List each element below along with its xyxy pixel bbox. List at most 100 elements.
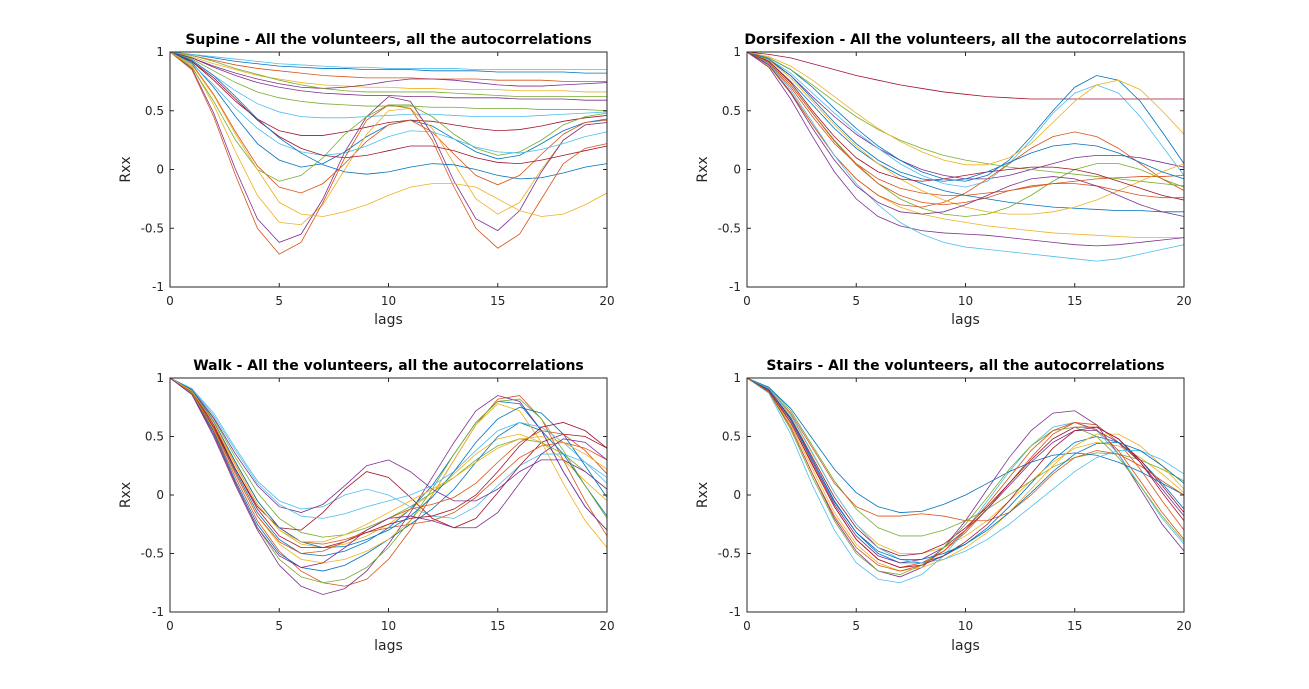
dorsifexion-y-axis-label: Rxx: [695, 156, 711, 182]
stairs-y-tick-label: 1: [733, 371, 741, 385]
walk-x-tick-label: 10: [381, 619, 396, 633]
walk-y-tick-label: -1: [152, 605, 164, 619]
stairs-x-tick-label: 20: [1176, 619, 1191, 633]
dorsifexion-series-line-18: [746, 51, 1185, 217]
supine-y-tick-label: 1: [156, 45, 164, 59]
walk-y-axis-label: Rxx: [118, 482, 134, 508]
supine-series-line-4: [169, 51, 607, 101]
dorsifexion-series-line-8: [746, 51, 1185, 182]
stairs-x-tick-label: 15: [1067, 619, 1082, 633]
supine-series-line-13: [169, 51, 608, 156]
dorsifexion-x-tick-label: 0: [743, 294, 751, 308]
dorsifexion-series-line-17: [746, 51, 1185, 166]
dorsifexion-y-tick-label: 0.5: [722, 104, 741, 118]
supine-series-line-20: [169, 51, 607, 71]
walk-series-line-17: [169, 377, 608, 543]
walk-series-lines: [169, 377, 608, 595]
dorsifexion-series-line-9: [746, 51, 1185, 208]
subplot-walk: 0 5 10 15 20 1 0.5 0 -0.5 -1 Walk - All the volun…: [118, 358, 615, 654]
dorsifexion-chart-title: Dorsifexion - All the volunteers, all th…: [744, 32, 1186, 48]
supine-series-line-19: [169, 51, 607, 98]
supine-x-axis-label: lags: [374, 312, 403, 328]
stairs-y-tick-label: -1: [729, 605, 741, 619]
dorsifexion-y-tick-label: -1: [729, 280, 741, 294]
supine-ticks: 0 5 10 15 20 1 0.5 0 -0.5 -1: [141, 45, 615, 308]
stairs-y-tick-label: 0: [733, 488, 741, 502]
stairs-series-line-16: [746, 377, 1185, 572]
walk-series-line-18: [169, 377, 608, 568]
dorsifexion-y-tick-label: 0: [733, 163, 741, 177]
walk-x-tick-label: 5: [275, 619, 283, 633]
dorsifexion-y-tick-label: -0.5: [718, 221, 741, 235]
supine-series-line-7: [169, 51, 608, 136]
walk-series-line-14: [169, 377, 608, 549]
dorsifexion-series-line-13: [746, 51, 1185, 262]
supine-y-axis-label: Rxx: [118, 156, 134, 182]
stairs-x-axis-label: lags: [951, 638, 980, 654]
supine-series-line-1: [169, 51, 607, 74]
supine-y-tick-label: 0: [156, 163, 164, 177]
stairs-series-line-8: [746, 377, 1185, 513]
supine-series-line-11: [169, 51, 608, 243]
dorsifexion-y-tick-label: 1: [733, 45, 741, 59]
supine-series-line-6: [169, 51, 608, 119]
walk-series-line-13: [169, 377, 608, 519]
walk-y-tick-label: -0.5: [141, 547, 164, 561]
walk-x-axis-label: lags: [374, 638, 403, 654]
walk-x-tick-label: 15: [490, 619, 505, 633]
supine-series-line-16: [169, 51, 608, 255]
supine-x-tick-label: 15: [490, 294, 505, 308]
dorsifexion-series-line-12: [746, 51, 1185, 187]
walk-series-line-6: [169, 377, 608, 519]
supine-series-line-10: [169, 51, 608, 226]
dorsifexion-x-tick-label: 15: [1067, 294, 1082, 308]
dorsifexion-series-line-14: [746, 51, 1185, 201]
dorsifexion-series-line-6: [746, 51, 1185, 188]
dorsifexion-x-tick-label: 10: [958, 294, 973, 308]
stairs-x-tick-label: 0: [743, 619, 751, 633]
supine-y-tick-label: -0.5: [141, 221, 164, 235]
stairs-y-tick-label: 0.5: [722, 430, 741, 444]
dorsifexion-x-axis-label: lags: [951, 312, 980, 328]
walk-y-tick-label: 0.5: [145, 430, 164, 444]
supine-x-tick-label: 0: [166, 294, 174, 308]
dorsifexion-series-line-16: [746, 51, 1184, 206]
stairs-series-line-12: [746, 377, 1185, 575]
supine-x-tick-label: 20: [599, 294, 614, 308]
walk-series-line-4: [169, 377, 608, 595]
stairs-ticks: 0 5 10 15 20 1 0.5 0 -0.5 -1: [718, 371, 1192, 633]
supine-series-line-17: [169, 51, 608, 217]
dorsifexion-x-tick-label: 20: [1176, 294, 1191, 308]
supine-series-line-14: [169, 51, 608, 165]
stairs-x-tick-label: 10: [958, 619, 973, 633]
stairs-y-axis-label: Rxx: [695, 482, 711, 508]
supine-series-lines: [169, 51, 608, 255]
dorsifexion-x-tick-label: 5: [852, 294, 860, 308]
subplot-dorsifexion: 0 5 10 15 20 1 0.5 0 -0.5 -1 Dorsifexion - All th…: [695, 32, 1192, 328]
dorsifexion-ticks: 0 5 10 15 20 1 0.5 0 -0.5 -1: [718, 45, 1192, 308]
walk-y-tick-label: 0: [156, 488, 164, 502]
walk-series-line-15: [169, 377, 608, 549]
supine-chart-title: Supine - All the volunteers, all the aut…: [185, 32, 591, 48]
stairs-series-line-15: [746, 377, 1185, 560]
stairs-series-line-13: [746, 377, 1185, 564]
subplot-stairs: 0 5 10 15 20 1 0.5 0 -0.5 -1 Stairs - All the vol…: [695, 358, 1192, 654]
walk-ticks: 0 5 10 15 20 1 0.5 0 -0.5 -1: [141, 371, 615, 633]
supine-x-tick-label: 5: [275, 294, 283, 308]
subplot-supine: 0 5 10 15 20 1 0.5 0 -0.5 -1 Supine - All the vol…: [118, 32, 615, 328]
supine-x-tick-label: 10: [381, 294, 396, 308]
supine-series-line-18: [169, 51, 608, 89]
dorsifexion-series-line-7: [746, 51, 1184, 100]
dorsifexion-series-line-11: [746, 51, 1185, 247]
supine-series-line-2: [169, 51, 607, 82]
walk-y-tick-label: 1: [156, 371, 164, 385]
stairs-chart-title: Stairs - All the volunteers, all the aut…: [766, 358, 1164, 374]
dorsifexion-series-lines: [746, 51, 1185, 262]
supine-series-line-5: [169, 51, 608, 112]
walk-chart-title: Walk - All the volunteers, all the autoc…: [193, 358, 584, 374]
dorsifexion-series-line-10: [746, 51, 1185, 215]
stairs-x-tick-label: 5: [852, 619, 860, 633]
walk-x-tick-label: 20: [599, 619, 614, 633]
stairs-y-tick-label: -0.5: [718, 547, 741, 561]
